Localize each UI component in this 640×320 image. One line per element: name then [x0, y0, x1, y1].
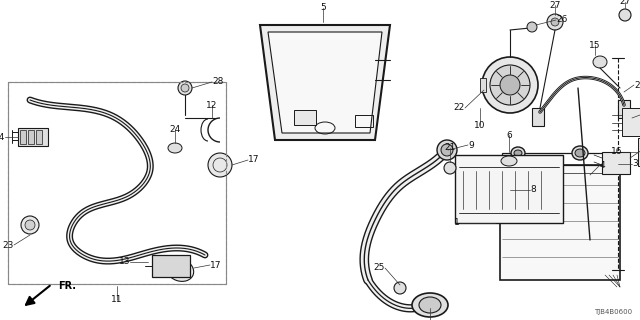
Text: 15: 15 — [589, 41, 601, 50]
Bar — [532, 108, 544, 126]
Bar — [502, 153, 618, 165]
Bar — [8, 82, 226, 284]
Bar — [36, 130, 42, 144]
Text: 24: 24 — [170, 125, 180, 134]
Text: 8: 8 — [530, 186, 536, 195]
Ellipse shape — [593, 56, 607, 68]
Ellipse shape — [437, 140, 457, 160]
Text: 11: 11 — [111, 295, 123, 305]
Text: 2: 2 — [634, 81, 639, 90]
Text: TJB4B0600: TJB4B0600 — [594, 309, 632, 315]
Ellipse shape — [419, 297, 441, 313]
Text: 22: 22 — [454, 103, 465, 113]
Text: 14: 14 — [0, 132, 5, 141]
Bar — [28, 130, 34, 144]
Bar — [18, 128, 48, 146]
Ellipse shape — [166, 259, 194, 281]
Text: 17: 17 — [210, 260, 221, 269]
Text: 1: 1 — [454, 218, 460, 227]
Ellipse shape — [208, 153, 232, 177]
Bar — [152, 255, 190, 277]
Text: 9: 9 — [468, 140, 474, 149]
Text: 25: 25 — [374, 263, 385, 273]
Text: FR.: FR. — [58, 281, 76, 291]
Ellipse shape — [394, 282, 406, 294]
Text: 16: 16 — [611, 148, 622, 156]
Polygon shape — [268, 32, 382, 133]
Bar — [480, 78, 486, 92]
Text: 3: 3 — [632, 159, 637, 169]
Bar — [622, 108, 640, 136]
Ellipse shape — [482, 57, 538, 113]
Text: 4: 4 — [600, 161, 605, 170]
Bar — [618, 100, 630, 118]
Ellipse shape — [21, 216, 39, 234]
Bar — [638, 138, 640, 166]
Text: 10: 10 — [474, 121, 486, 130]
Text: 26: 26 — [556, 15, 568, 25]
Bar — [355, 115, 373, 127]
Text: 13: 13 — [118, 258, 130, 267]
Ellipse shape — [501, 156, 517, 166]
Ellipse shape — [575, 149, 585, 157]
Ellipse shape — [500, 75, 520, 95]
Text: 27: 27 — [620, 0, 630, 6]
Bar — [294, 110, 316, 125]
Ellipse shape — [25, 220, 35, 230]
Text: 28: 28 — [212, 77, 223, 86]
Ellipse shape — [181, 84, 189, 92]
Bar — [20, 130, 26, 144]
Ellipse shape — [527, 22, 537, 32]
Bar — [8, 82, 226, 284]
Ellipse shape — [490, 65, 530, 105]
Ellipse shape — [619, 9, 631, 21]
Ellipse shape — [412, 293, 448, 317]
Text: 6: 6 — [506, 131, 512, 140]
Text: 12: 12 — [206, 100, 218, 109]
Ellipse shape — [441, 144, 453, 156]
Bar — [500, 165, 620, 280]
Ellipse shape — [514, 150, 522, 156]
Polygon shape — [260, 25, 390, 140]
Bar — [455, 155, 563, 223]
Ellipse shape — [551, 18, 559, 26]
Text: 23: 23 — [3, 241, 14, 250]
Bar — [602, 152, 630, 174]
Ellipse shape — [511, 147, 525, 159]
Text: 5: 5 — [320, 4, 326, 12]
Ellipse shape — [547, 14, 563, 30]
Text: 17: 17 — [248, 156, 259, 164]
Text: 21: 21 — [444, 143, 456, 153]
Ellipse shape — [572, 146, 588, 160]
Ellipse shape — [168, 143, 182, 153]
Text: 27: 27 — [549, 1, 561, 10]
Ellipse shape — [178, 81, 192, 95]
Ellipse shape — [444, 162, 456, 174]
